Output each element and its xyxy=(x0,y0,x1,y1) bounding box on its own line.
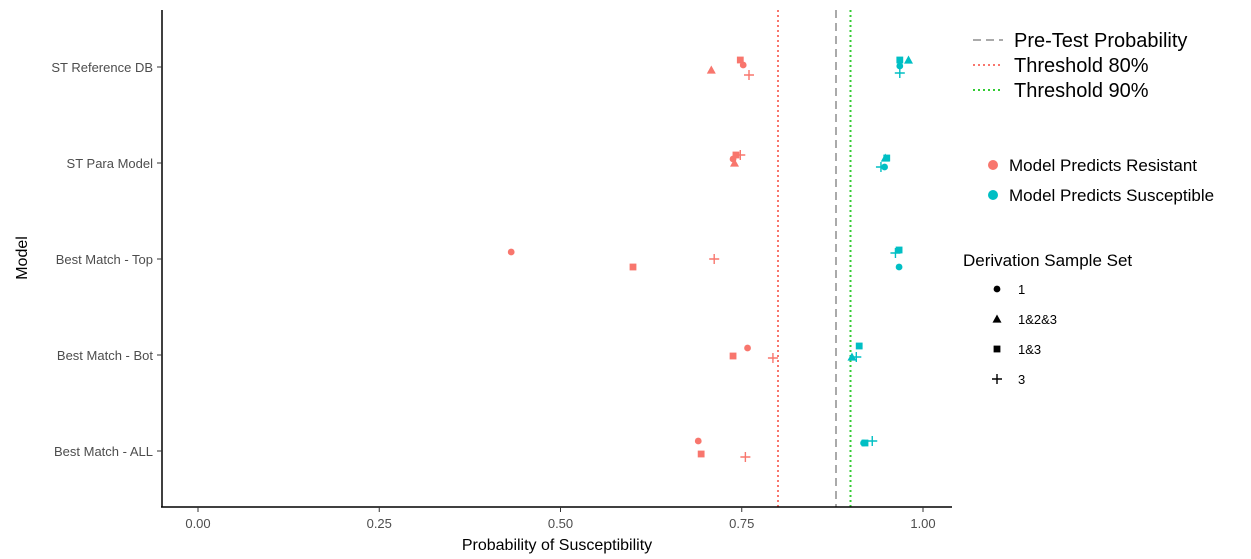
data-point xyxy=(706,65,716,74)
data-point xyxy=(894,68,905,78)
x-tick-label: 0.25 xyxy=(367,516,392,531)
data-point xyxy=(860,439,867,447)
data-point xyxy=(739,61,747,69)
legend-shape-label: 1&2&3 xyxy=(1018,312,1057,327)
legend-color-label: Model Predicts Resistant xyxy=(1009,156,1197,175)
y-tick-label: Best Match - Bot xyxy=(57,348,153,363)
data-point xyxy=(867,436,878,446)
data-point xyxy=(895,246,903,254)
plot-area xyxy=(507,10,913,507)
legend-shape-key xyxy=(993,345,1001,353)
legend-shape-key xyxy=(992,314,1002,323)
data-point xyxy=(744,70,754,80)
data-points xyxy=(507,55,913,462)
data-point xyxy=(709,254,720,264)
data-point xyxy=(855,342,863,350)
data-point xyxy=(735,150,746,160)
legend-line-label: Threshold 80% xyxy=(1014,55,1149,77)
legend-color-key xyxy=(988,190,998,200)
y-axis-title: Model xyxy=(14,236,31,280)
data-point xyxy=(697,450,705,458)
data-point xyxy=(694,437,702,445)
data-point xyxy=(740,452,751,462)
data-point xyxy=(851,352,862,362)
legend-color-label: Model Predicts Susceptible xyxy=(1009,186,1214,205)
legend-line-label: Threshold 90% xyxy=(1014,80,1149,102)
data-point xyxy=(736,56,744,64)
x-tick-label: 1.00 xyxy=(910,516,935,531)
shape-legend-title: Derivation Sample Set xyxy=(963,251,1132,270)
reference-line-legend: Pre-Test Probability Threshold 80% Thresho… xyxy=(973,30,1187,102)
x-axis-ticks: 0.00 0.25 0.50 0.75 1.00 xyxy=(185,507,936,531)
x-tick-label: 0.75 xyxy=(729,516,754,531)
legend-color-key xyxy=(988,160,998,170)
data-point xyxy=(890,248,901,258)
legend-shape-label: 1 xyxy=(1018,282,1025,297)
legend-shape-key xyxy=(993,285,1001,293)
data-point xyxy=(880,153,890,162)
y-tick-label: ST Para Model xyxy=(67,156,154,171)
y-tick-label: Best Match - ALL xyxy=(54,444,153,459)
legend-line-label: Pre-Test Probability xyxy=(1014,30,1187,52)
data-point xyxy=(507,248,515,256)
data-point xyxy=(767,353,778,363)
data-point xyxy=(896,62,904,70)
x-tick-label: 0.00 xyxy=(185,516,210,531)
data-point xyxy=(895,263,903,271)
x-tick-label: 0.50 xyxy=(548,516,573,531)
data-point xyxy=(744,344,751,352)
legend-shape-key xyxy=(992,374,1002,384)
data-point xyxy=(629,263,637,271)
legend-shape-label: 3 xyxy=(1018,372,1025,387)
data-point xyxy=(730,158,739,167)
y-tick-label: ST Reference DB xyxy=(51,60,153,75)
legend-shape-label: 1&3 xyxy=(1018,342,1041,357)
y-axis-ticks: ST Reference DB ST Para Model Best Match -… xyxy=(51,60,162,459)
data-point xyxy=(881,163,888,171)
prediction-color-legend: Model Predicts Resistant Model Predicts S… xyxy=(988,156,1214,205)
x-axis-title: Probability of Susceptibility xyxy=(462,537,652,554)
y-tick-label: Best Match - Top xyxy=(56,252,153,267)
data-point xyxy=(896,56,904,64)
sample-set-shape-legend: Derivation Sample Set 1 1&2&3 1&3 3 xyxy=(963,251,1132,387)
reference-lines xyxy=(777,10,852,507)
data-point xyxy=(904,55,913,64)
data-point xyxy=(729,352,737,360)
